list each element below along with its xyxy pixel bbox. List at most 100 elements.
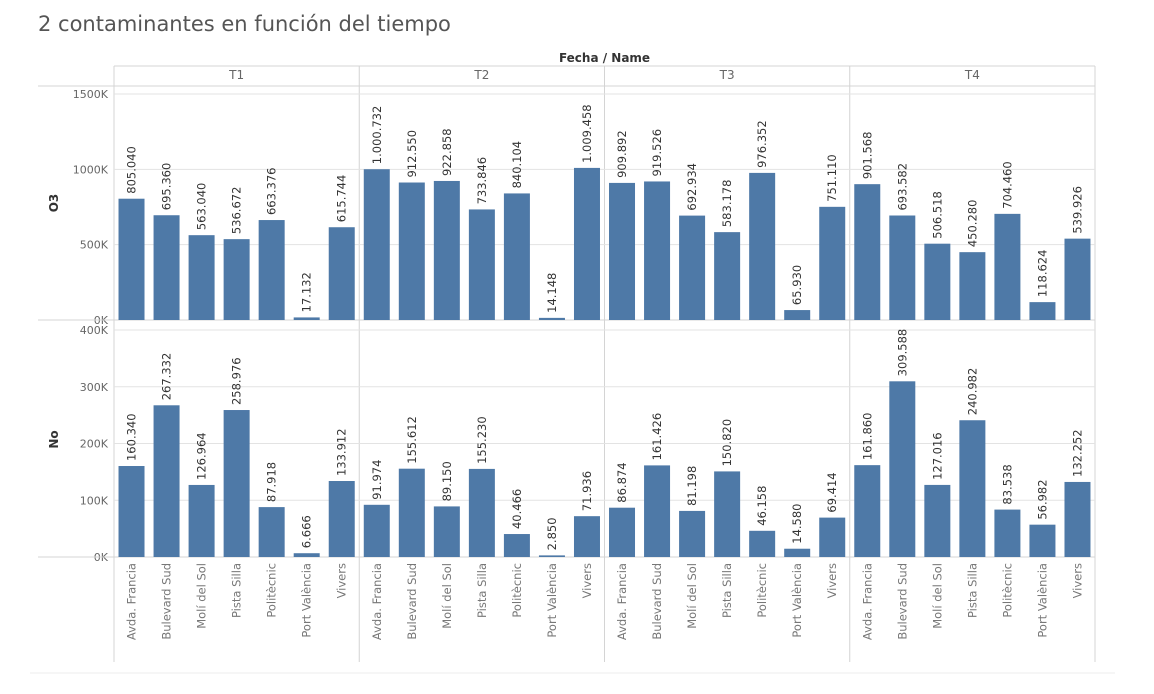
bar: [854, 184, 881, 320]
y-tick-label: 500K: [80, 239, 109, 252]
x-tick-label: Bulevard Sud: [160, 563, 174, 640]
x-tick-label: Vivers: [335, 563, 349, 598]
bar: [679, 510, 706, 557]
data-label: 118.624: [1035, 250, 1049, 298]
bar: [714, 471, 741, 557]
bar: [994, 213, 1021, 320]
bar: [293, 553, 320, 557]
data-label: 506.518: [930, 191, 944, 239]
data-label: 133.912: [335, 428, 349, 476]
period-header-t3: T3: [719, 68, 735, 82]
bar: [889, 381, 916, 557]
bar: [784, 548, 811, 557]
x-tick-label: Bulevard Sud: [650, 563, 664, 640]
x-tick-label: Pista Silla: [475, 563, 489, 618]
bar: [433, 506, 460, 557]
data-label: 2.850: [545, 517, 559, 550]
data-label: 539.926: [1070, 186, 1084, 234]
bar: [398, 182, 425, 320]
bar: [1064, 481, 1091, 557]
x-tick-label: Avda. Francia: [860, 563, 874, 640]
bar: [819, 206, 846, 320]
data-label: 127.016: [930, 432, 944, 480]
x-tick-label: Politècnic: [510, 563, 524, 618]
data-label: 161.860: [860, 413, 874, 461]
period-header-t2: T2: [473, 68, 489, 82]
data-label: 56.982: [1035, 479, 1049, 519]
x-tick-label: Vivers: [825, 563, 839, 598]
bar: [293, 317, 320, 320]
column-header-label: Fecha / Name: [559, 51, 650, 65]
data-label: 695.360: [160, 163, 174, 211]
bar: [644, 181, 671, 320]
bar: [714, 232, 741, 320]
bar: [749, 530, 776, 557]
bar: [363, 504, 390, 557]
bar: [1029, 524, 1056, 557]
x-tick-label: Vivers: [580, 563, 594, 598]
data-label: 155.230: [475, 416, 489, 464]
data-label: 126.964: [195, 432, 209, 480]
bar: [959, 420, 986, 557]
data-label: 1.009.458: [580, 104, 594, 163]
data-label: 1.000.732: [370, 106, 384, 165]
bar: [819, 517, 846, 557]
data-label: 240.982: [965, 368, 979, 416]
data-label: 583.178: [720, 180, 734, 228]
data-label: 901.568: [860, 132, 874, 180]
data-label: 14.148: [545, 273, 559, 313]
data-label: 922.858: [440, 128, 454, 176]
bar: [188, 235, 215, 320]
bar: [503, 193, 530, 320]
period-header-t4: T4: [964, 68, 980, 82]
bar: [749, 172, 776, 320]
data-label: 751.110: [825, 154, 839, 202]
x-tick-label: Pista Silla: [230, 563, 244, 618]
data-label: 150.820: [720, 419, 734, 467]
data-label: 309.588: [895, 329, 909, 377]
x-tick-label: Molí del Sol: [685, 563, 699, 629]
bar: [1029, 302, 1056, 320]
data-label: 704.460: [1000, 161, 1014, 209]
x-tick-label: Port València: [545, 563, 559, 638]
data-label: 733.846: [475, 157, 489, 205]
period-header-t1: T1: [228, 68, 244, 82]
x-tick-label: Port València: [790, 563, 804, 638]
data-label: 919.526: [650, 129, 664, 177]
bar: [538, 317, 565, 320]
bar: [328, 481, 355, 557]
data-label: 17.132: [300, 272, 314, 312]
bar: [609, 182, 636, 320]
bar: [258, 507, 285, 557]
bar: [784, 310, 811, 320]
bar: [609, 507, 636, 557]
x-tick-label: Pista Silla: [720, 563, 734, 618]
x-tick-label: Molí del Sol: [930, 563, 944, 629]
bar: [468, 209, 495, 320]
bar: [468, 468, 495, 557]
x-tick-label: Politècnic: [755, 563, 769, 618]
y-tick-label: 200K: [80, 438, 109, 451]
chart-title: 2 contaminantes en función del tiempo: [38, 12, 451, 36]
bar: [398, 468, 425, 557]
bar: [889, 215, 916, 320]
bar: [433, 180, 460, 320]
data-label: 89.150: [440, 461, 454, 501]
data-label: 615.744: [335, 175, 349, 223]
bar: [153, 405, 180, 557]
bar: [188, 484, 215, 557]
x-tick-label: Politècnic: [1000, 563, 1014, 618]
x-tick-label: Port València: [300, 563, 314, 638]
x-tick-label: Vivers: [1070, 563, 1084, 598]
bar: [328, 227, 355, 320]
data-label: 912.550: [405, 130, 419, 178]
x-tick-label: Avda. Francia: [370, 563, 384, 640]
bar: [258, 220, 285, 320]
data-label: 155.612: [405, 416, 419, 464]
data-label: 563.040: [195, 183, 209, 231]
data-label: 14.580: [790, 503, 804, 543]
data-label: 81.198: [685, 466, 699, 506]
data-label: 83.538: [1000, 464, 1014, 504]
data-label: 86.874: [615, 462, 629, 502]
x-tick-label: Bulevard Sud: [405, 563, 419, 640]
